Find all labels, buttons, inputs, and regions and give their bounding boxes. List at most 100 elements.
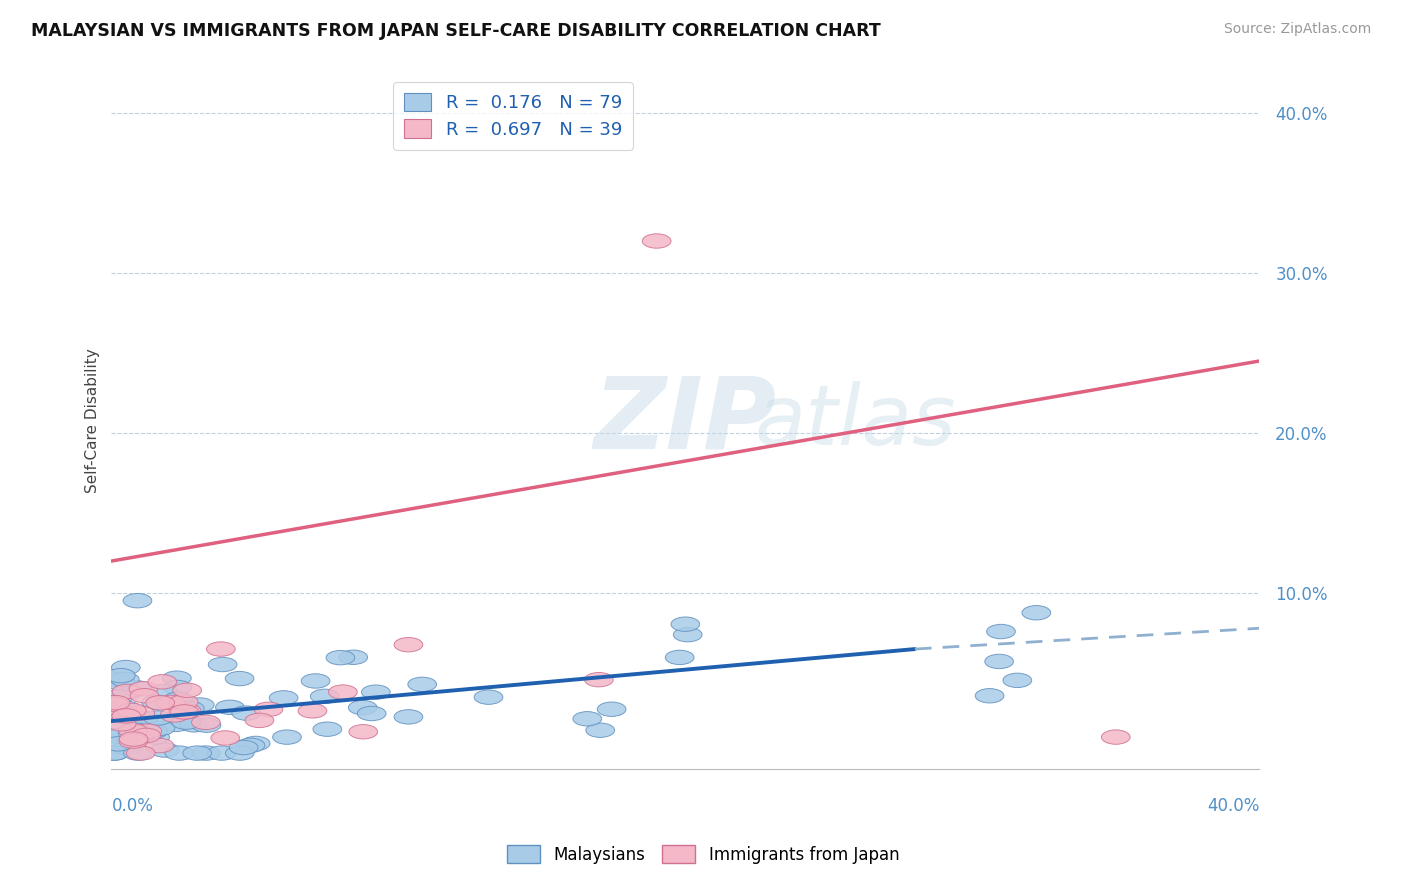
Ellipse shape xyxy=(208,746,236,760)
Legend: Malaysians, Immigrants from Japan: Malaysians, Immigrants from Japan xyxy=(501,838,905,871)
Ellipse shape xyxy=(311,690,339,704)
Ellipse shape xyxy=(101,696,129,710)
Ellipse shape xyxy=(163,671,191,685)
Ellipse shape xyxy=(124,746,152,760)
Ellipse shape xyxy=(127,706,155,721)
Ellipse shape xyxy=(169,695,198,709)
Ellipse shape xyxy=(270,690,298,705)
Ellipse shape xyxy=(127,746,155,760)
Ellipse shape xyxy=(111,660,141,674)
Ellipse shape xyxy=(132,728,160,742)
Ellipse shape xyxy=(112,740,142,755)
Ellipse shape xyxy=(114,685,143,699)
Ellipse shape xyxy=(176,701,204,715)
Ellipse shape xyxy=(349,700,377,714)
Ellipse shape xyxy=(162,717,190,731)
Ellipse shape xyxy=(357,706,387,721)
Ellipse shape xyxy=(229,740,259,755)
Ellipse shape xyxy=(163,681,191,695)
Ellipse shape xyxy=(145,739,174,753)
Ellipse shape xyxy=(148,674,177,689)
Ellipse shape xyxy=(191,715,221,730)
Ellipse shape xyxy=(149,684,177,698)
Ellipse shape xyxy=(574,712,602,726)
Ellipse shape xyxy=(134,724,162,739)
Ellipse shape xyxy=(408,677,436,691)
Ellipse shape xyxy=(131,689,159,703)
Ellipse shape xyxy=(173,683,201,698)
Ellipse shape xyxy=(1022,606,1050,620)
Ellipse shape xyxy=(107,716,136,731)
Text: 40.0%: 40.0% xyxy=(1206,797,1260,815)
Text: atlas: atlas xyxy=(754,381,956,461)
Ellipse shape xyxy=(118,703,146,717)
Ellipse shape xyxy=(326,650,354,665)
Ellipse shape xyxy=(225,672,254,686)
Ellipse shape xyxy=(125,727,153,742)
Ellipse shape xyxy=(101,705,131,719)
Ellipse shape xyxy=(100,697,128,712)
Ellipse shape xyxy=(273,730,301,744)
Ellipse shape xyxy=(118,723,148,738)
Ellipse shape xyxy=(215,700,245,714)
Ellipse shape xyxy=(111,673,139,687)
Ellipse shape xyxy=(146,721,174,735)
Ellipse shape xyxy=(129,711,159,725)
Ellipse shape xyxy=(100,695,128,709)
Ellipse shape xyxy=(122,681,150,695)
Ellipse shape xyxy=(107,668,135,683)
Ellipse shape xyxy=(984,654,1014,669)
Ellipse shape xyxy=(124,723,152,738)
Ellipse shape xyxy=(329,685,357,699)
Ellipse shape xyxy=(118,726,148,741)
Ellipse shape xyxy=(976,689,1004,703)
Ellipse shape xyxy=(172,715,201,730)
Ellipse shape xyxy=(110,728,138,742)
Ellipse shape xyxy=(131,719,159,733)
Ellipse shape xyxy=(111,701,141,715)
Ellipse shape xyxy=(236,739,264,753)
Ellipse shape xyxy=(165,746,194,760)
Ellipse shape xyxy=(339,650,367,665)
Ellipse shape xyxy=(101,672,129,687)
Ellipse shape xyxy=(112,684,141,698)
Ellipse shape xyxy=(394,638,423,652)
Ellipse shape xyxy=(207,642,235,657)
Ellipse shape xyxy=(394,710,423,724)
Ellipse shape xyxy=(349,724,378,739)
Ellipse shape xyxy=(643,234,671,248)
Ellipse shape xyxy=(104,690,134,704)
Ellipse shape xyxy=(170,705,198,719)
Ellipse shape xyxy=(598,702,626,716)
Ellipse shape xyxy=(122,714,150,729)
Ellipse shape xyxy=(156,695,184,710)
Ellipse shape xyxy=(474,690,503,705)
Text: ZIP: ZIP xyxy=(593,373,776,469)
Ellipse shape xyxy=(138,725,166,739)
Ellipse shape xyxy=(225,746,254,760)
Ellipse shape xyxy=(586,723,614,738)
Ellipse shape xyxy=(100,729,129,743)
Ellipse shape xyxy=(186,698,214,712)
Ellipse shape xyxy=(193,718,221,732)
Ellipse shape xyxy=(110,719,138,734)
Ellipse shape xyxy=(987,624,1015,639)
Ellipse shape xyxy=(124,593,152,607)
Ellipse shape xyxy=(139,724,167,739)
Ellipse shape xyxy=(671,617,700,632)
Ellipse shape xyxy=(160,707,188,723)
Ellipse shape xyxy=(232,706,260,720)
Ellipse shape xyxy=(104,737,132,751)
Ellipse shape xyxy=(585,673,613,687)
Ellipse shape xyxy=(180,717,208,732)
Ellipse shape xyxy=(245,714,274,728)
Y-axis label: Self-Care Disability: Self-Care Disability xyxy=(86,349,100,493)
Ellipse shape xyxy=(183,746,211,760)
Text: 0.0%: 0.0% xyxy=(111,797,153,815)
Ellipse shape xyxy=(120,731,148,747)
Ellipse shape xyxy=(673,627,702,642)
Ellipse shape xyxy=(1101,730,1130,744)
Ellipse shape xyxy=(100,700,128,715)
Ellipse shape xyxy=(169,706,197,720)
Ellipse shape xyxy=(110,709,138,724)
